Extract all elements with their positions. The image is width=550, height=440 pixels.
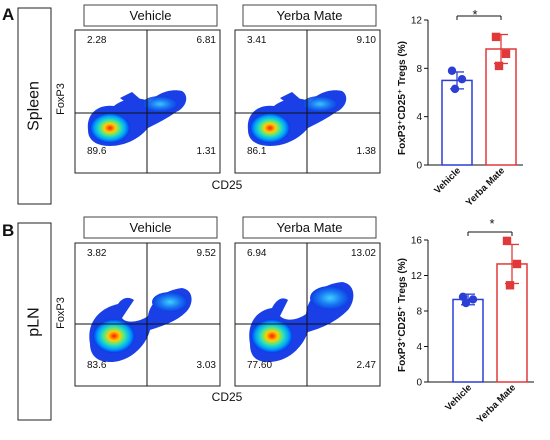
tissue-label-box: [17, 7, 52, 205]
density-cloud: [87, 90, 187, 146]
flow-plot-title: Yerba Mate: [276, 220, 342, 235]
x-category-label: Vehicle: [443, 382, 474, 413]
flow-plot-title: Vehicle: [130, 220, 172, 235]
flow-plot-yerba-mate: Yerba Mate 3.41 9.10 86.1 1.38: [234, 4, 381, 174]
y-tick-label: 16: [411, 236, 423, 247]
flow-ylabel: FoxP3: [55, 297, 67, 329]
flow-xlabel: CD25: [212, 178, 243, 192]
y-tick-label: 12: [411, 271, 423, 282]
significance-star: *: [472, 7, 477, 22]
quadrant-top-left: 2.28: [87, 35, 107, 46]
flow-plot-yerba-mate: Yerba Mate 6.94 13.02 77.60 2.47: [234, 216, 381, 387]
flow-plot-title: Vehicle: [130, 8, 172, 23]
y-tick-label: 4: [416, 342, 422, 353]
quadrant-top-right: 6.81: [197, 35, 217, 46]
density-cloud: [89, 288, 192, 362]
tissue-label: pLN: [26, 307, 43, 336]
quadrant-top-right: 9.52: [197, 248, 217, 259]
flow-plot-title: Yerba Mate: [276, 8, 342, 23]
data-point-circle: [461, 298, 471, 308]
significance-star: *: [489, 216, 494, 231]
flow-plot-title-box: [242, 4, 377, 27]
panel-b: B pLN Vehicle 3.82 9.52 83.6 3.03 FoxP3 …: [2, 216, 534, 426]
flow-plot-title-box: [83, 216, 218, 239]
flow-plot-title-box: [83, 4, 218, 27]
quadrant-bottom-left: 77.60: [247, 360, 272, 371]
data-point-square: [502, 236, 512, 246]
data-point-square: [505, 281, 515, 290]
data-point-square: [491, 32, 501, 42]
data-point-circle: [450, 84, 460, 94]
tissue-label: Spleen: [26, 81, 43, 131]
data-point-circle: [457, 75, 467, 84]
y-tick-label: 4: [416, 112, 422, 123]
panel-letter: A: [2, 5, 14, 24]
flow-ylabel: FoxP3: [55, 83, 67, 115]
flow-plot-vehicle: Vehicle 3.82 9.52 83.6 3.03: [74, 216, 221, 387]
density-cloud: [247, 90, 347, 146]
bar-chart-pln: FoxP3⁺CD25⁺ Tregs (%) * 0 4 8 12 16 Vehicle Ye…: [397, 216, 534, 426]
y-tick-label: 0: [416, 161, 422, 172]
density-cloud: [249, 282, 354, 362]
bar: [441, 79, 473, 166]
x-category-label: Yerba Mate: [464, 165, 507, 208]
y-tick-label: 8: [416, 64, 422, 75]
y-axis-label: FoxP3⁺CD25⁺ Tregs (%): [397, 41, 408, 155]
data-point-circle: [468, 295, 478, 304]
flow-plot-title-box: [242, 216, 377, 239]
tissue-label-box: [17, 222, 52, 421]
y-axis-label: FoxP3⁺CD25⁺ Tregs (%): [397, 258, 408, 372]
data-point-square: [512, 259, 522, 269]
y-tick-label: 8: [416, 307, 422, 318]
quadrant-top-left: 6.94: [247, 248, 267, 259]
quadrant-bottom-left: 86.1: [247, 146, 267, 157]
quadrant-top-right: 9.10: [357, 35, 377, 46]
flow-plot-vehicle: Vehicle 2.28 6.81 89.6 1.31: [74, 4, 221, 174]
data-point-circle: [447, 66, 457, 75]
data-point-square: [501, 49, 511, 59]
flow-xlabel: CD25: [212, 390, 243, 404]
data-point-circle: [458, 292, 468, 301]
x-category-label: Vehicle: [432, 165, 463, 196]
panel-a: A Spleen Vehicle 2.28 6.81 89.6 1.31 Fox…: [2, 4, 523, 209]
quadrant-bottom-right: 2.47: [357, 360, 377, 371]
quadrant-top-right: 13.02: [351, 248, 376, 259]
bar-chart-spleen: FoxP3⁺CD25⁺ Tregs (%) * 0 4 8 12 Vehicle Yerb…: [397, 7, 523, 209]
quadrant-bottom-left: 89.6: [87, 146, 107, 157]
quadrant-bottom-left: 83.6: [87, 360, 107, 371]
bar: [452, 298, 484, 383]
x-category-label: Yerba Mate: [475, 382, 518, 425]
quadrant-bottom-right: 1.38: [357, 146, 377, 157]
y-tick-label: 12: [411, 16, 423, 27]
quadrant-top-left: 3.41: [247, 35, 267, 46]
quadrant-bottom-right: 3.03: [197, 360, 217, 371]
quadrant-bottom-right: 1.31: [197, 146, 217, 157]
panel-letter: B: [2, 221, 14, 240]
y-tick-label: 0: [416, 378, 422, 389]
data-point-square: [494, 61, 504, 71]
quadrant-top-left: 3.82: [87, 248, 107, 259]
